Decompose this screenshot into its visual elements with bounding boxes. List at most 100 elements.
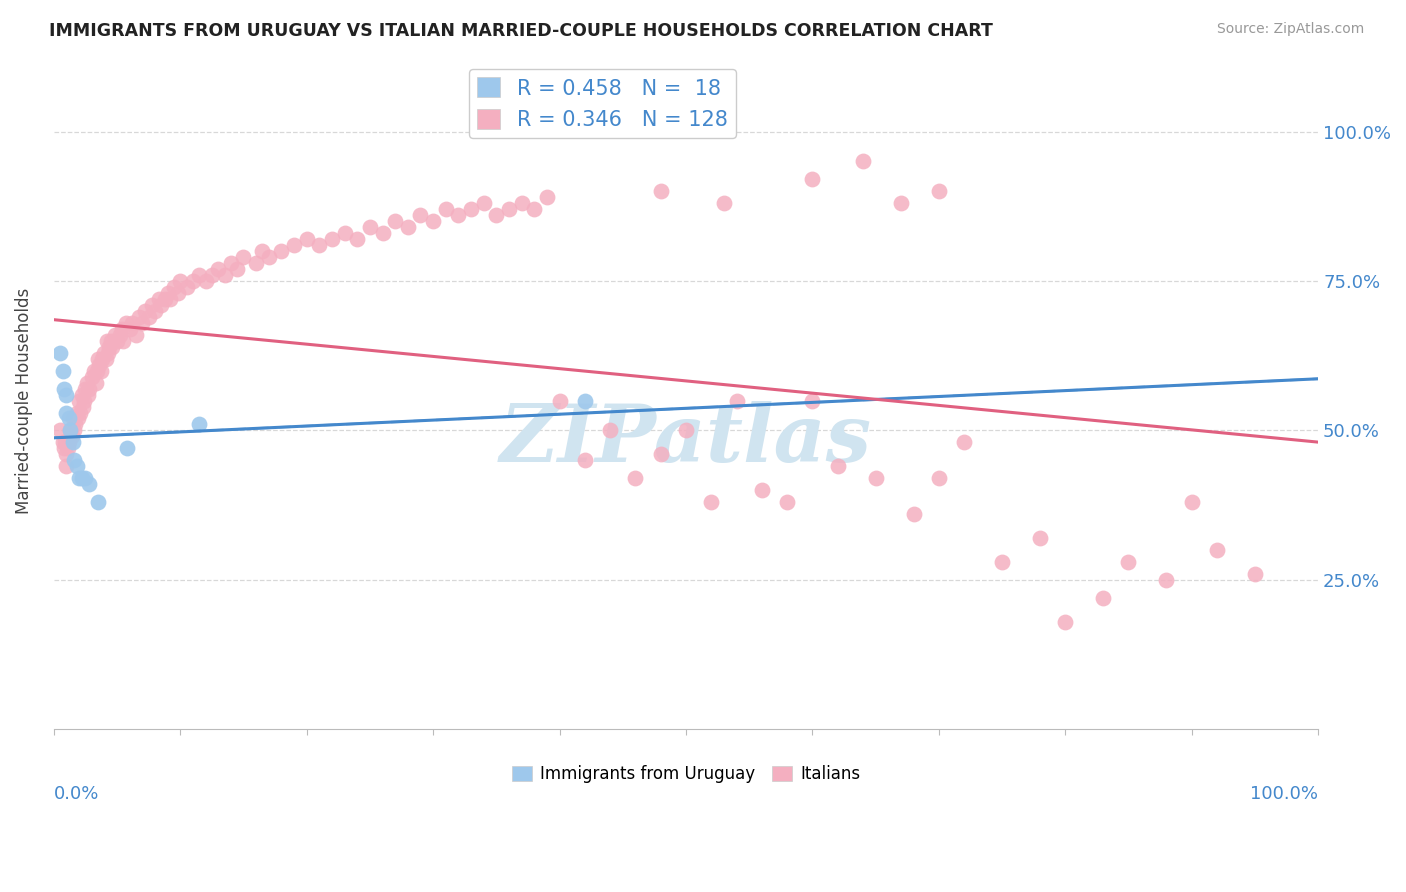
Point — [77, 382, 100, 396]
Point — [77, 387, 100, 401]
Point — [472, 196, 495, 211]
Text: ZIPatlas: ZIPatlas — [501, 401, 872, 479]
Legend: R = 0.458   N =  18, R = 0.346   N = 128: R = 0.458 N = 18, R = 0.346 N = 128 — [468, 69, 735, 138]
Point — [1244, 566, 1267, 581]
Point — [125, 327, 148, 342]
Point — [69, 405, 91, 419]
Point — [928, 471, 950, 485]
Point — [65, 459, 87, 474]
Point — [59, 424, 82, 438]
Point — [131, 316, 153, 330]
Point — [650, 185, 672, 199]
Point — [70, 471, 93, 485]
Point — [283, 238, 305, 252]
Point — [1054, 615, 1077, 629]
Point — [1206, 543, 1229, 558]
Point — [536, 190, 558, 204]
Point — [100, 334, 122, 348]
Point — [1156, 573, 1178, 587]
Point — [624, 471, 647, 485]
Point — [574, 453, 596, 467]
Point — [498, 202, 520, 217]
Point — [93, 345, 115, 359]
Point — [751, 483, 773, 498]
Point — [96, 334, 118, 348]
Point — [87, 495, 110, 509]
Point — [865, 471, 887, 485]
Point — [801, 172, 824, 186]
Point — [63, 453, 86, 467]
Point — [75, 382, 97, 396]
Point — [118, 322, 141, 336]
Point — [903, 507, 925, 521]
Point — [90, 364, 112, 378]
Point — [105, 334, 128, 348]
Point — [194, 274, 217, 288]
Point — [700, 495, 723, 509]
Point — [65, 405, 87, 419]
Point — [434, 202, 457, 217]
Point — [52, 382, 75, 396]
Text: Source: ZipAtlas.com: Source: ZipAtlas.com — [1216, 22, 1364, 37]
Point — [112, 334, 135, 348]
Point — [226, 262, 249, 277]
Point — [1029, 531, 1052, 545]
Point — [295, 232, 318, 246]
Point — [101, 340, 124, 354]
Point — [70, 387, 93, 401]
Point — [1118, 555, 1140, 569]
Point — [148, 292, 170, 306]
Point — [548, 393, 571, 408]
Y-axis label: Married-couple Households: Married-couple Households — [15, 287, 32, 514]
Point — [675, 424, 697, 438]
Point — [108, 327, 131, 342]
Point — [58, 411, 80, 425]
Point — [776, 495, 799, 509]
Point — [150, 298, 173, 312]
Point — [52, 435, 75, 450]
Point — [188, 268, 211, 282]
Text: 100.0%: 100.0% — [1250, 785, 1319, 803]
Point — [55, 459, 77, 474]
Point — [115, 442, 138, 456]
Point — [59, 424, 82, 438]
Point — [138, 310, 160, 324]
Point — [207, 262, 229, 277]
Point — [1181, 495, 1204, 509]
Point — [232, 250, 254, 264]
Point — [928, 185, 950, 199]
Point — [49, 345, 72, 359]
Point — [89, 358, 111, 372]
Point — [953, 435, 976, 450]
Point — [63, 424, 86, 438]
Point — [166, 285, 188, 300]
Point — [80, 369, 103, 384]
Point — [447, 208, 470, 222]
Point — [384, 214, 406, 228]
Point — [188, 417, 211, 432]
Point — [156, 285, 179, 300]
Point — [94, 351, 117, 366]
Point — [219, 256, 242, 270]
Point — [121, 316, 143, 330]
Point — [852, 154, 875, 169]
Point — [67, 471, 90, 485]
Point — [713, 196, 735, 211]
Point — [346, 232, 368, 246]
Point — [62, 435, 84, 450]
Point — [115, 316, 138, 330]
Point — [333, 226, 356, 240]
Point — [201, 268, 224, 282]
Point — [396, 220, 419, 235]
Point — [65, 417, 87, 432]
Point — [650, 447, 672, 461]
Text: 0.0%: 0.0% — [53, 785, 100, 803]
Point — [574, 393, 596, 408]
Point — [55, 405, 77, 419]
Point — [111, 322, 134, 336]
Point — [76, 376, 98, 390]
Point — [371, 226, 394, 240]
Point — [86, 364, 108, 378]
Point — [725, 393, 748, 408]
Point — [72, 400, 94, 414]
